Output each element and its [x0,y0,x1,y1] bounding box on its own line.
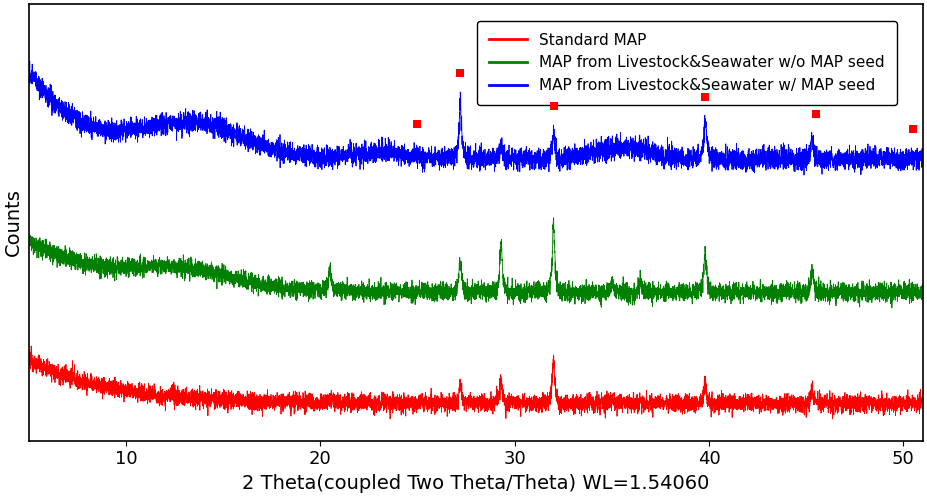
Legend: Standard MAP, MAP from Livestock&Seawater w/o MAP seed, MAP from Livestock&Seawa: Standard MAP, MAP from Livestock&Seawate… [476,20,897,105]
MAP from Livestock&Seawater w/o MAP seed [734,291,745,297]
Standard MAP [686,402,697,408]
MAP from Livestock&Seawater w/ MAP seed [686,162,697,167]
Standard MAP [918,398,927,404]
Y-axis label: Counts: Counts [4,188,23,256]
Line: MAP from Livestock&Seawater w/ MAP seed: MAP from Livestock&Seawater w/ MAP seed [29,61,923,175]
Standard MAP [69,376,80,382]
MAP from Livestock&Seawater w/o MAP seed [686,295,697,301]
MAP from Livestock&Seawater w/ MAP seed [69,111,80,117]
Line: Standard MAP: Standard MAP [29,346,923,419]
Standard MAP [827,416,838,422]
MAP from Livestock&Seawater w/o MAP seed [23,243,34,248]
MAP from Livestock&Seawater w/ MAP seed [591,144,603,150]
MAP from Livestock&Seawater w/o MAP seed [548,215,559,221]
MAP from Livestock&Seawater w/ MAP seed [798,172,809,178]
MAP from Livestock&Seawater w/ MAP seed [552,151,564,157]
MAP from Livestock&Seawater w/ MAP seed [23,67,34,73]
MAP from Livestock&Seawater w/o MAP seed [68,261,79,267]
MAP from Livestock&Seawater w/ MAP seed [734,161,745,166]
Standard MAP [347,398,358,404]
MAP from Livestock&Seawater w/o MAP seed [918,292,927,298]
MAP from Livestock&Seawater w/ MAP seed [347,160,358,166]
MAP from Livestock&Seawater w/o MAP seed [591,289,603,295]
Standard MAP [26,343,37,349]
Standard MAP [23,357,34,363]
MAP from Livestock&Seawater w/ MAP seed [918,156,927,162]
Standard MAP [734,401,745,407]
MAP from Livestock&Seawater w/ MAP seed [24,58,35,64]
Standard MAP [552,401,564,407]
Line: MAP from Livestock&Seawater w/o MAP seed: MAP from Livestock&Seawater w/o MAP seed [29,218,923,308]
Standard MAP [591,401,603,407]
X-axis label: 2 Theta(coupled Two Theta/Theta) WL=1.54060: 2 Theta(coupled Two Theta/Theta) WL=1.54… [242,474,709,493]
MAP from Livestock&Seawater w/o MAP seed [347,286,358,292]
MAP from Livestock&Seawater w/o MAP seed [886,305,897,311]
MAP from Livestock&Seawater w/o MAP seed [552,283,564,289]
